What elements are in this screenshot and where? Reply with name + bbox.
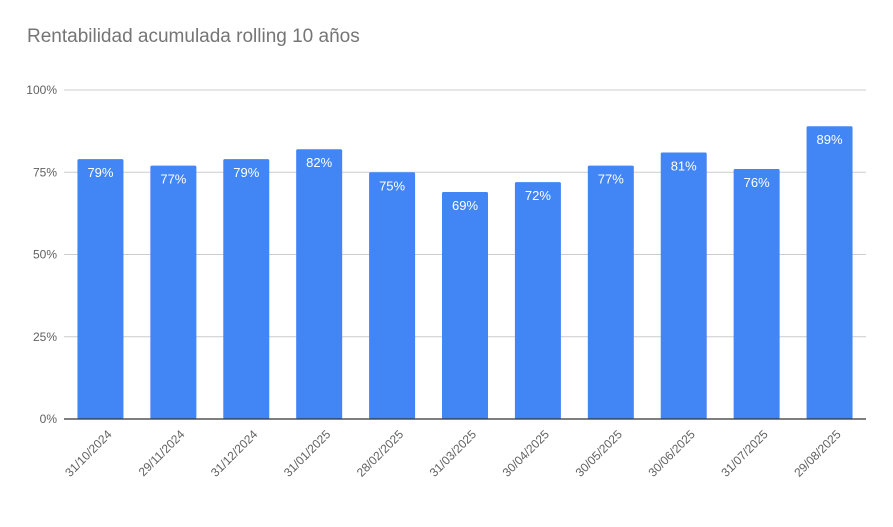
bar <box>806 126 853 419</box>
x-tick-label: 31/12/2024 <box>208 427 261 480</box>
y-axis-ticks: 0% 25% 50% 75% 100% <box>26 83 57 426</box>
x-tick-label: 30/04/2025 <box>500 427 553 480</box>
data-label: 77% <box>598 172 624 187</box>
data-label: 82% <box>306 155 332 170</box>
x-axis-ticks: 31/10/2024 29/11/2024 31/12/2024 31/01/2025… <box>62 427 844 480</box>
bar <box>660 152 707 419</box>
data-label: 75% <box>379 178 405 193</box>
y-tick-label: 25% <box>33 330 57 344</box>
y-tick-label: 50% <box>33 248 57 262</box>
data-labels: 79% 77% 79% 82% 75% 69% 72% 77% 81% 76% 89% <box>87 132 843 213</box>
bar <box>733 168 780 419</box>
data-label: 89% <box>817 132 843 147</box>
x-tick-label: 30/05/2025 <box>573 427 626 480</box>
bar <box>150 165 197 419</box>
bar <box>587 165 634 419</box>
bar <box>223 159 270 419</box>
bars <box>77 126 853 419</box>
x-tick-label: 31/07/2025 <box>718 427 771 480</box>
y-tick-label: 0% <box>40 412 58 426</box>
data-label: 79% <box>87 165 113 180</box>
x-tick-label: 31/03/2025 <box>427 427 480 480</box>
data-label: 69% <box>452 198 478 213</box>
chart-title: Rentabilidad acumulada rolling 10 años <box>27 26 360 47</box>
bar <box>296 149 343 419</box>
data-label: 81% <box>671 159 697 174</box>
x-tick-label: 29/08/2025 <box>791 427 844 480</box>
data-label: 79% <box>233 165 259 180</box>
data-label: 76% <box>744 175 770 190</box>
bar <box>514 182 561 419</box>
y-tick-label: 100% <box>26 83 57 97</box>
x-tick-label: 29/11/2024 <box>136 427 188 479</box>
data-label: 77% <box>160 172 186 187</box>
x-tick-label: 31/10/2024 <box>62 427 115 480</box>
data-label: 72% <box>525 188 551 203</box>
bar <box>442 191 488 419</box>
bar <box>77 159 124 419</box>
y-tick-label: 75% <box>33 165 57 179</box>
x-tick-label: 31/01/2025 <box>281 427 334 480</box>
x-tick-label: 28/02/2025 <box>354 427 407 480</box>
bar <box>369 172 416 419</box>
x-tick-label: 30/06/2025 <box>645 427 698 480</box>
